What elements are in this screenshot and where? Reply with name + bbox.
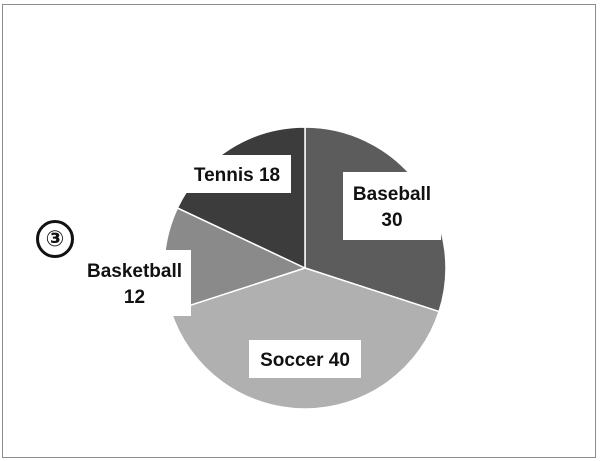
label-box-basketball (78, 250, 191, 316)
slice-soccer (169, 267, 441, 410)
data-label-baseball: Baseball (353, 184, 431, 205)
label-box-baseball (343, 172, 441, 240)
data-label-tennis: Tennis 18 (194, 165, 280, 186)
data-label-basketball-value: 12 (124, 287, 145, 308)
pie-slices (163, 126, 447, 410)
label-box-tennis (183, 155, 291, 193)
data-label-basketball: Basketball (87, 261, 182, 282)
label-box-soccer (249, 340, 361, 378)
question-number-marker: ③ (36, 220, 74, 258)
pie-labels: Baseball 30 Soccer 40 Basketball 12 Tennis 18 (78, 155, 441, 378)
data-label-soccer: Soccer 40 (260, 350, 350, 371)
data-label-baseball-value: 30 (381, 210, 402, 231)
